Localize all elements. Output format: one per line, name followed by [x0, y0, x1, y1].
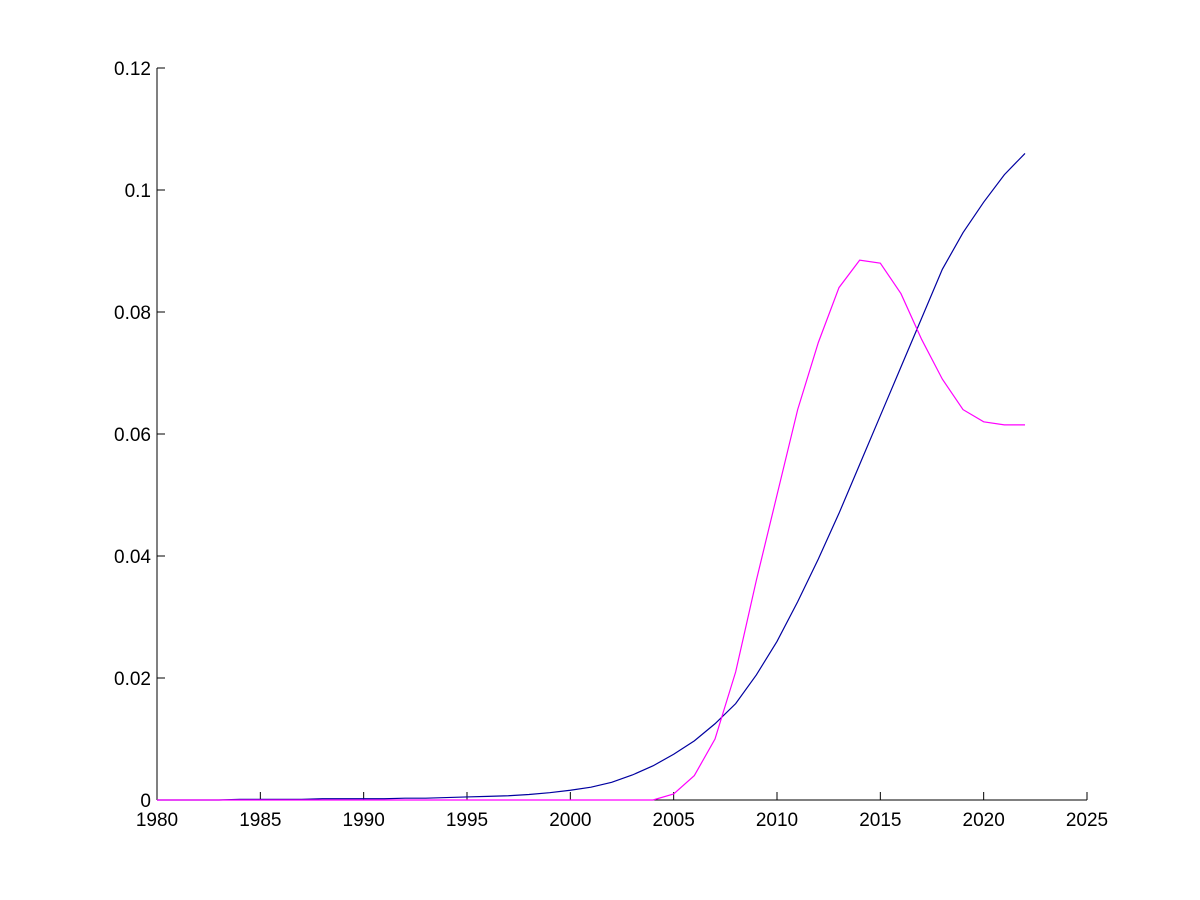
x-tick-label: 2000 [549, 810, 591, 831]
x-tick-label: 2005 [653, 810, 695, 831]
y-tick-label: 0 [140, 791, 151, 812]
y-tick-label: 0.06 [114, 425, 151, 446]
x-tick-label: 2010 [756, 810, 798, 831]
x-tick-label: 2025 [1066, 810, 1108, 831]
y-tick-label: 0.02 [114, 669, 151, 690]
x-tick-label: 1990 [343, 810, 385, 831]
x-tick-label: 1995 [446, 810, 488, 831]
series-line [157, 259, 1025, 801]
x-tick-label: 1985 [239, 810, 281, 831]
x-tick-label: 1980 [136, 810, 178, 831]
x-tick-label: 2020 [963, 810, 1005, 831]
y-tick-label: 0.12 [114, 59, 151, 80]
series-line [157, 152, 1026, 801]
y-tick-label: 0.08 [114, 303, 151, 324]
y-tick-label: 0.1 [125, 181, 151, 202]
x-tick-label: 2015 [859, 810, 901, 831]
y-tick-label: 0.04 [114, 547, 151, 568]
